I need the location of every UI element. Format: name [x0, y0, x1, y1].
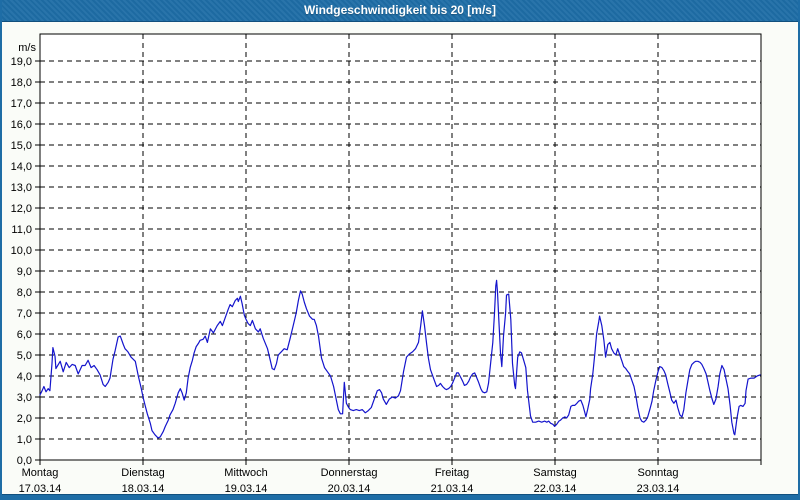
x-day-date: 21.03.14: [431, 483, 474, 494]
x-day-name: Freitag: [435, 467, 469, 479]
y-tick-label: 5,0: [17, 350, 32, 362]
y-tick-label: 1,0: [17, 434, 32, 446]
y-tick-label: 7,0: [17, 308, 32, 320]
y-tick-label: 17,0: [11, 98, 32, 110]
wind-speed-line: [39, 279, 761, 439]
y-tick-label: 8,0: [17, 287, 32, 299]
x-day-name: Montag: [22, 467, 59, 479]
y-tick-label: 16,0: [11, 119, 32, 131]
y-tick-label: 9,0: [17, 266, 32, 278]
y-tick-label: 19,0: [11, 56, 32, 68]
x-day-date: 19.03.14: [225, 483, 268, 494]
y-tick-label: 2,0: [17, 413, 32, 425]
y-tick-label: 0,0: [17, 455, 32, 467]
x-day-date: 17.03.14: [19, 483, 62, 494]
plot-frame: [39, 33, 762, 461]
y-tick-label: 13,0: [11, 182, 32, 194]
y-tick-label: 18,0: [11, 77, 32, 89]
window-title: Windgeschwindigkeit bis 20 [m/s]: [304, 3, 496, 17]
x-day-name: Mittwoch: [224, 467, 267, 479]
y-tick-label: 4,0: [17, 371, 32, 383]
x-day-date: 22.03.14: [534, 483, 577, 494]
y-tick-label: 3,0: [17, 392, 32, 404]
y-tick-label: 6,0: [17, 329, 32, 341]
y-tick-label: 11,0: [11, 224, 32, 236]
x-day-name: Dienstag: [121, 467, 164, 479]
x-day-date: 20.03.14: [328, 483, 371, 494]
y-tick-label: 12,0: [11, 203, 32, 215]
window-titlebar: Windgeschwindigkeit bis 20 [m/s]: [2, 0, 798, 22]
x-day-date: 23.03.14: [637, 483, 680, 494]
x-day-name: Donnerstag: [321, 467, 378, 479]
wind-speed-chart-svg: 0,0 1,0 2,0 3,0 4,0 5,0 6,0 7,0 8,0 9,0 10,0 11,0 12…: [11, 33, 762, 495]
y-axis-unit-label: m/s: [18, 42, 36, 54]
window-bottom-border: [2, 494, 798, 500]
x-day-name: Samstag: [533, 467, 576, 479]
x-day-date: 18.03.14: [122, 483, 165, 494]
chart-area: 0,0 1,0 2,0 3,0 4,0 5,0 6,0 7,0 8,0 9,0 10,0 11,0 12…: [2, 22, 798, 495]
y-tick-label: 14,0: [11, 161, 32, 173]
y-tick-label: 15,0: [11, 140, 32, 152]
y-tick-label: 10,0: [11, 245, 32, 257]
x-day-name: Sonntag: [638, 467, 679, 479]
